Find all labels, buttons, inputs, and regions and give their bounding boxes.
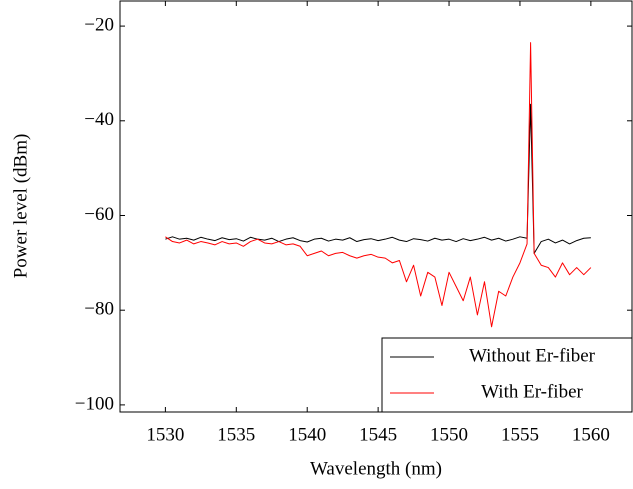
x-tick-label: 1530 [146, 424, 184, 445]
legend-label: With Er-fiber [481, 381, 583, 402]
y-axis-label: Power level (dBm) [10, 134, 31, 279]
x-tick-label: 1560 [572, 424, 610, 445]
x-tick-label: 1535 [217, 424, 255, 445]
y-tick-label: −60 [84, 204, 114, 225]
x-axis-label: Wavelength (nm) [310, 458, 442, 479]
x-tick-label: 1550 [430, 424, 468, 445]
x-tick-label: 1540 [288, 424, 326, 445]
data-line [165, 42, 592, 328]
x-tick-label: 1545 [359, 424, 397, 445]
legend-box [381, 337, 633, 413]
axes-frame [119, 0, 633, 413]
y-tick-label: −20 [84, 14, 114, 35]
x-tick-label: 1555 [501, 424, 539, 445]
y-tick-label: −40 [84, 109, 114, 130]
data-line [165, 103, 591, 254]
legend-label: Without Er-fiber [469, 345, 596, 366]
y-tick-label: −80 [84, 299, 114, 320]
y-tick-label: −100 [75, 393, 114, 414]
